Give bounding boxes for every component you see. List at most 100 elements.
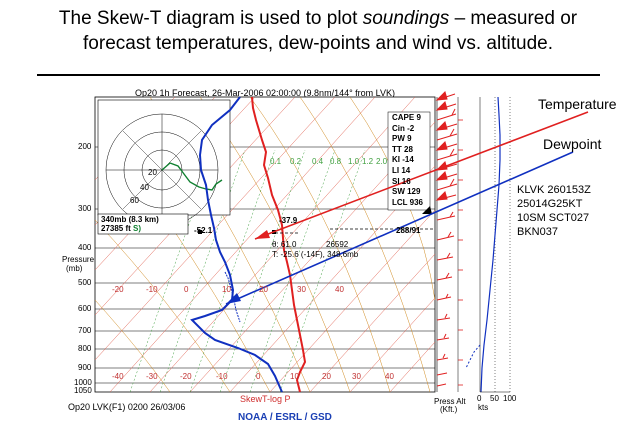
upper-temp-tick: 40 [335,285,344,294]
pressure-tick: 300 [78,204,92,213]
bottom-temp-tick: 10 [290,372,299,381]
wind-axis-tick: 0 [477,394,482,403]
bottom-temp-tick: 30 [352,372,361,381]
bottom-temp-tick: 0 [256,372,261,381]
index-li: LI 14 [392,165,411,175]
bottom-temp-tick: 40 [385,372,394,381]
mixing-ratio-tick: 0.1 [270,157,282,166]
pressure-tick: 600 [78,304,92,313]
wind-speed-panel [479,97,511,392]
wind-barbs [435,91,458,387]
index-lcl: LCL 936 [392,197,423,207]
mixing-ratio-tick: 0.2 [290,157,302,166]
hodograph-trace [161,162,223,191]
readout-temp: T: -25.6 (-14F), 348.6mb [272,250,359,259]
pressure-tick: 1000 [74,378,92,387]
headline: The Skew-T diagram is used to plot sound… [0,6,636,56]
index-pw: PW 9 [392,134,412,144]
pressure-tick: 1050 [74,386,92,395]
temperature-pointer [254,111,589,240]
mixing-ratio-tick: 0.8 [330,157,342,166]
cursor-temp: -52.1 [194,226,213,235]
upper-temp-tick: 0 [184,285,189,294]
indices-box [387,111,431,211]
mixing-ratio-tick: 1.0 [348,157,360,166]
cursor-height-extra: S) [133,224,142,233]
footer-agency: NOAA / ESRL / GSD [238,412,332,423]
bottom-temp-tick: -20 [180,372,192,381]
dewpoint-pointer [225,151,574,305]
press-alt-axis [457,97,463,392]
metar-report: KLVK 260153Z 25014G25KT 10SM SCT027 BKN037 [517,183,591,239]
bottom-temp-tick: -10 [216,372,228,381]
metar-line: 10SM SCT027 [517,212,590,224]
cursor-readout-box: 340mb (8.3 km) 27385 ft S) [101,215,159,233]
wind-cursor-marker [422,206,432,214]
wind-axis-tick: 100 [503,394,517,403]
headline-text-end: – measured or [449,8,578,29]
bottom-temp-tick: -40 [112,372,124,381]
hodograph-ring-label: 20 [148,168,157,177]
dewpoint-label: Dewpoint [543,136,602,152]
pressure-axis-label: Pressure (mb) [62,255,94,273]
footer-run-info: Op20 LVK(F1) 0200 26/03/06 [68,402,186,412]
index-sw: SW 129 [392,187,421,197]
temperature-arrowhead [255,230,270,239]
wind-axis-unit: kts [478,403,489,412]
pressure-tick: 400 [78,243,92,252]
upper-temp-tick: 20 [259,285,268,294]
headline-line-1: The Skew-T diagram is used to plot sound… [0,6,636,31]
hodograph-ring-label: 40 [140,183,149,192]
pressure-tick: 200 [78,142,92,151]
upper-temp-tick: -10 [146,285,158,294]
cursor-pressure: 340mb (8.3 km) [101,215,159,224]
headline-line-2: forecast temperatures, dew-points and wi… [83,33,553,54]
wind-axis-tick: 50 [490,394,499,403]
mixing-ratio-tick: 0.4 [312,157,324,166]
index-tt: TT 28 [392,144,413,154]
headline-text: The Skew-T diagram is used to plot [58,8,363,29]
readout-theta: θ: 61.0 [272,240,297,249]
press-alt-label-line: Press Alt [434,397,466,406]
upper-temp-tick: -20 [112,285,124,294]
readout-height: 26592 [326,240,349,249]
dewpoint-cursor-dot [198,230,202,234]
metar-line: BKN037 [517,226,558,238]
headline-emphasis: soundings [362,8,450,29]
pressure-tick: 800 [78,344,92,353]
pressure-tick: 500 [78,278,92,287]
hodograph-ring-label: 60 [130,196,139,205]
cursor-height: 27385 ft [101,224,131,233]
divider-rule [37,74,600,76]
pressure-tick: 900 [78,363,92,372]
wind-marker-value: 288/91 [396,226,421,235]
metar-line: KLVK 260153Z [517,184,591,196]
press-alt-label: Press Alt (Kft.) [434,398,466,414]
upper-temp-tick: 10 [222,285,231,294]
dewpoint-profile [190,96,283,393]
cursor-box [97,213,189,235]
dewpoint-arrowhead [226,293,241,304]
pressure-axis-label-line: Pressure [62,255,95,264]
diagram-type-label: SkewT-log P [240,394,291,404]
index-ki: KI -14 [392,155,414,165]
cursor-height-line: 27385 ft S) [101,224,159,233]
upper-temp-tick: 30 [297,285,306,294]
pressure-tick: 700 [78,326,92,335]
index-cin: Cin -2 [392,123,415,133]
stability-indices: CAPE 9 Cin -2 PW 9 TT 28 KI -14 LI 14 SI… [392,113,423,208]
bottom-temp-tick: 20 [322,372,331,381]
wind-speed-trace [480,96,501,393]
bottom-temp-tick: -30 [146,372,158,381]
index-cape: CAPE 9 [392,113,421,122]
press-alt-label-line: (Kft.) [440,405,458,414]
temperature-label: Temperature [538,96,617,112]
temperature-profile [251,96,307,393]
sounding-title: Op20 1h Forecast, 26-Mar-2006 02:00:00 (… [134,88,396,98]
temp-marker-value: -37.9 [279,216,298,225]
metar-line: 25014G25KT [517,198,583,210]
mixing-ratio-tick: 1.2 [362,157,374,166]
pressure-axis-label-line: (mb) [66,264,83,273]
index-si: SI 16 [392,176,411,186]
